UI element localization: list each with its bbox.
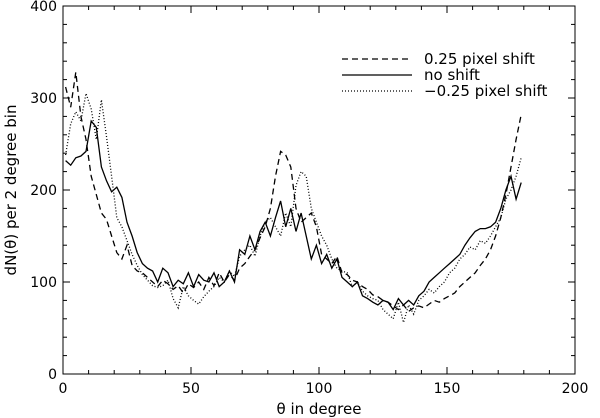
y-tick-label: 100 — [30, 275, 57, 291]
x-tick-label: 0 — [59, 381, 68, 397]
series-group — [64, 72, 522, 325]
legend-label-3: −0.25 pixel shift — [424, 82, 548, 100]
series-line-2 — [65, 119, 522, 311]
x-axis-label: θ in degree — [277, 400, 362, 418]
series-line-3 — [64, 93, 522, 325]
y-tick-label: 200 — [30, 183, 57, 199]
x-tick-label: 200 — [562, 381, 589, 397]
x-tick-label: 150 — [434, 381, 461, 397]
axis-ticks: 0 50 100 150 200 0 100 200 300 400 — [30, 0, 588, 397]
legend-label-1: 0.25 pixel shift — [424, 50, 535, 68]
x-tick-label: 50 — [182, 381, 200, 397]
x-tick-label: 100 — [306, 381, 333, 397]
y-axis-label: dN(θ) per 2 degree bin — [2, 105, 20, 276]
legend-label-2: no shift — [424, 66, 480, 84]
y-tick-label: 300 — [30, 91, 57, 107]
y-tick-label: 400 — [30, 0, 57, 15]
y-tick-label: 0 — [48, 367, 57, 383]
series-line-1 — [64, 72, 522, 313]
